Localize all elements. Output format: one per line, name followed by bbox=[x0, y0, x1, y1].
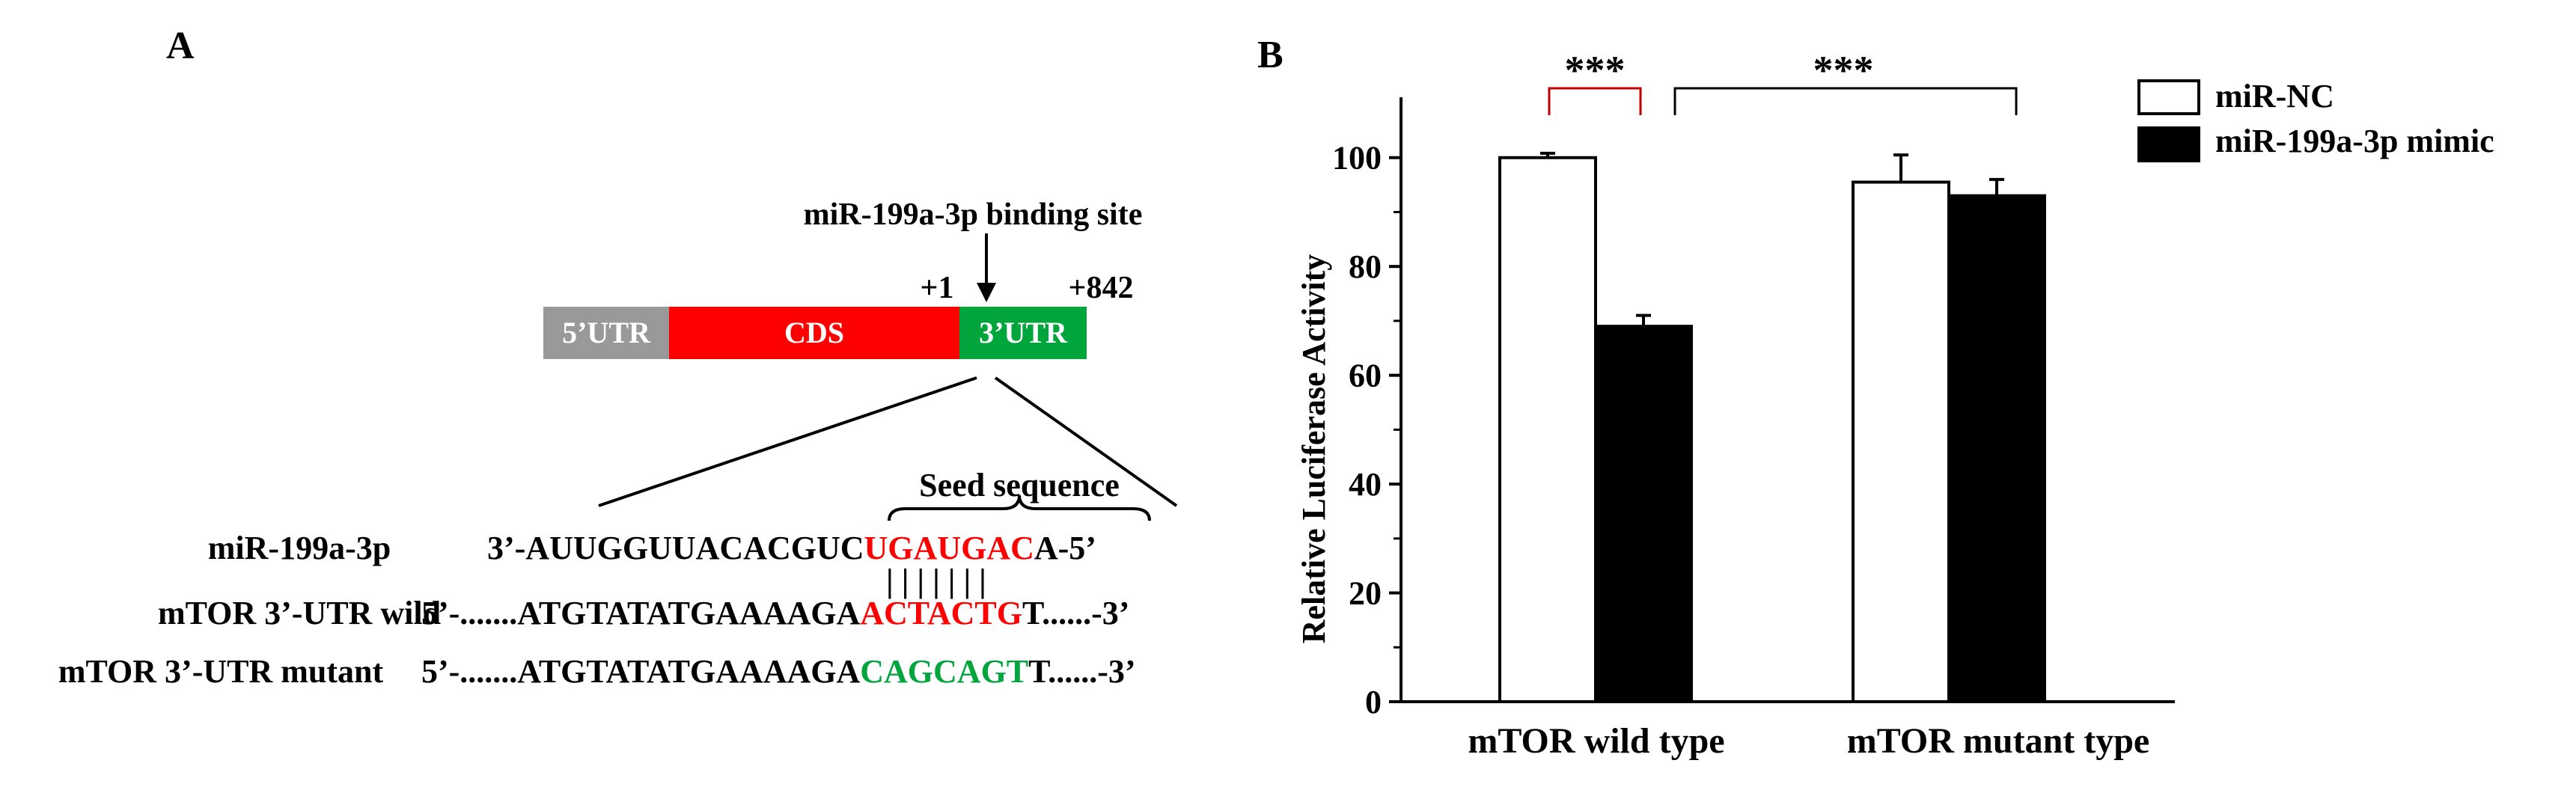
sequence-suffix: T......-3’ bbox=[1022, 595, 1129, 631]
binding-site-arrowhead bbox=[977, 283, 996, 302]
y-tick-label: 60 bbox=[1349, 358, 1382, 394]
x-tick-label-wild: mTOR wild type bbox=[1468, 721, 1724, 761]
bar-mir-nc-mutant bbox=[1852, 180, 1950, 704]
sequence-prefix: 3’-AUUGGUUACACGUC bbox=[487, 530, 864, 566]
binding-site-label: miR-199a-3p binding site bbox=[804, 198, 1143, 232]
legend-swatch-mir-nc bbox=[2137, 79, 2200, 115]
y-tick-label: 40 bbox=[1349, 466, 1382, 503]
zoom-line-right bbox=[994, 376, 1178, 507]
y-tick-label: 80 bbox=[1349, 248, 1382, 285]
x-tick-label-mutant: mTOR mutant type bbox=[1847, 721, 2149, 761]
sequence-row-wild: mTOR 3’-UTR wild 5’-.......ATGTATATGAAAA… bbox=[158, 595, 1129, 631]
sequence-text: 3’-AUUGGUUACACGUCUGAUGACA-5’ bbox=[487, 530, 1096, 566]
seed-brace bbox=[888, 494, 1151, 521]
wild-site-highlight: ACTACTG bbox=[860, 595, 1022, 631]
legend: miR-NC miR-199a-3p mimic bbox=[2137, 78, 2494, 162]
utr3-segment bbox=[959, 307, 1087, 359]
utr5-segment bbox=[543, 307, 669, 359]
row-label: mTOR 3’-UTR wild bbox=[158, 595, 441, 631]
zoom-line-left bbox=[598, 376, 977, 507]
position-start: +1 bbox=[921, 271, 954, 305]
significance-stars: *** bbox=[1565, 48, 1626, 93]
y-axis-label: Relative Luciferase Activity bbox=[1295, 254, 1332, 644]
sequence-text: 5’-.......ATGTATATGAAAAGACAGCAGTT......-… bbox=[421, 653, 1136, 690]
position-end: +842 bbox=[1069, 271, 1134, 305]
sequence-prefix: 5’-.......ATGTATATGAAAAGA bbox=[421, 595, 860, 631]
panel-a-label: A bbox=[166, 25, 195, 67]
base-pairing-lines: | | | | | | | bbox=[886, 563, 986, 599]
significance-bracket-between: *** bbox=[1673, 48, 2018, 115]
legend-swatch-mimic bbox=[2137, 126, 2200, 162]
cds-label: CDS bbox=[784, 316, 844, 349]
mutant-site-highlight: CAGCAGT bbox=[860, 653, 1028, 690]
mrna-schematic: 5’UTR CDS 3’UTR bbox=[543, 307, 1087, 359]
bar-mir-nc-wild bbox=[1498, 156, 1597, 703]
panel-b: B Relative Luciferase Activity 0 20 40 60 80… bbox=[1257, 34, 2494, 761]
y-tick-label: 20 bbox=[1349, 575, 1382, 612]
bar-mimic-mutant bbox=[1947, 194, 2046, 703]
legend-label-mimic: miR-199a-3p mimic bbox=[2215, 123, 2494, 159]
panel-a: A miR-199a-3p binding site +1 +842 5’UTR… bbox=[58, 25, 1178, 690]
row-label: miR-199a-3p bbox=[208, 530, 391, 566]
bracket-line bbox=[1548, 87, 1642, 115]
y-ticks: 0 20 40 60 80 100 bbox=[1332, 140, 1401, 720]
bar-mimic-wild bbox=[1594, 325, 1693, 703]
utr3-label: 3’UTR bbox=[979, 316, 1068, 349]
sequence-row-mutant: mTOR 3’-UTR mutant 5’-.......ATGTATATGAA… bbox=[58, 653, 1136, 690]
sequence-suffix: A-5’ bbox=[1034, 530, 1096, 566]
error-bars bbox=[1540, 151, 2004, 327]
significance-bracket-wild: *** bbox=[1548, 48, 1642, 115]
seed-highlight: UGAUGAC bbox=[864, 530, 1034, 566]
cds-segment bbox=[669, 307, 959, 359]
sequence-suffix: T......-3’ bbox=[1028, 653, 1135, 690]
significance-stars: *** bbox=[1813, 48, 1874, 93]
legend-label-mir-nc: miR-NC bbox=[2215, 78, 2334, 114]
utr5-label: 5’UTR bbox=[562, 316, 651, 349]
bars bbox=[1498, 156, 2046, 704]
sequence-row-mirna: miR-199a-3p 3’-AUUGGUUACACGUCUGAUGACA-5’ bbox=[208, 530, 1096, 566]
y-tick-label: 0 bbox=[1365, 684, 1382, 720]
sequence-prefix: 5’-.......ATGTATATGAAAAGA bbox=[421, 653, 860, 690]
sequence-text: 5’-.......ATGTATATGAAAAGAACTACTGT......-… bbox=[421, 595, 1129, 631]
y-tick-label: 100 bbox=[1332, 140, 1382, 177]
bracket-line bbox=[1673, 87, 2018, 115]
panel-b-label: B bbox=[1257, 34, 1284, 76]
row-label: mTOR 3’-UTR mutant bbox=[58, 653, 384, 690]
